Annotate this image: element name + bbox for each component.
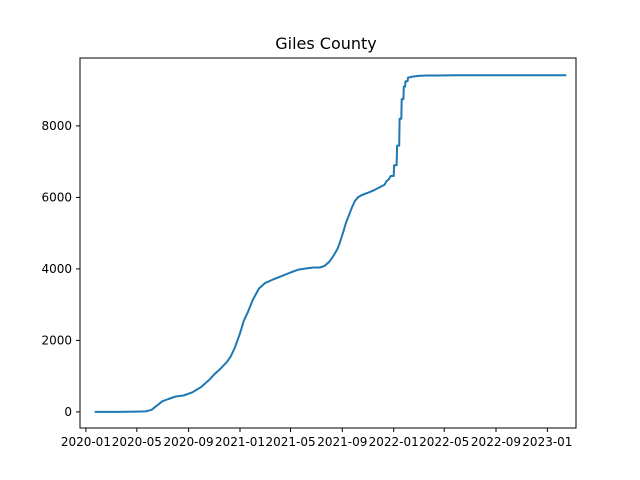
x-tick-label: 2023-01 — [522, 435, 572, 449]
x-axis: 2020-01 2020-05 2020-09 2021-01 2021-05 2021-… — [61, 428, 572, 449]
x-tick-label: 2020-09 — [164, 435, 214, 449]
x-tick-label: 2021-05 — [265, 435, 315, 449]
x-tick-label: 2020-01 — [61, 435, 111, 449]
y-tick-label: 8000 — [41, 119, 72, 133]
series-line — [94, 74, 567, 413]
y-tick-label: 0 — [64, 405, 72, 419]
y-tick-label: 2000 — [41, 333, 72, 347]
y-tick-label: 4000 — [41, 262, 72, 276]
x-tick-label: 2021-01 — [215, 435, 265, 449]
x-tick-label: 2021-09 — [317, 435, 367, 449]
x-tick-label: 2022-01 — [369, 435, 419, 449]
x-tick-label: 2022-05 — [419, 435, 469, 449]
y-axis: 0 2000 4000 6000 8000 — [41, 119, 80, 419]
chart-title: Giles County — [275, 34, 377, 53]
y-tick-label: 6000 — [41, 190, 72, 204]
series-layer — [94, 74, 567, 413]
x-tick-label: 2020-05 — [112, 435, 162, 449]
plot-frame — [79, 57, 577, 429]
x-tick-label: 2022-09 — [471, 435, 521, 449]
